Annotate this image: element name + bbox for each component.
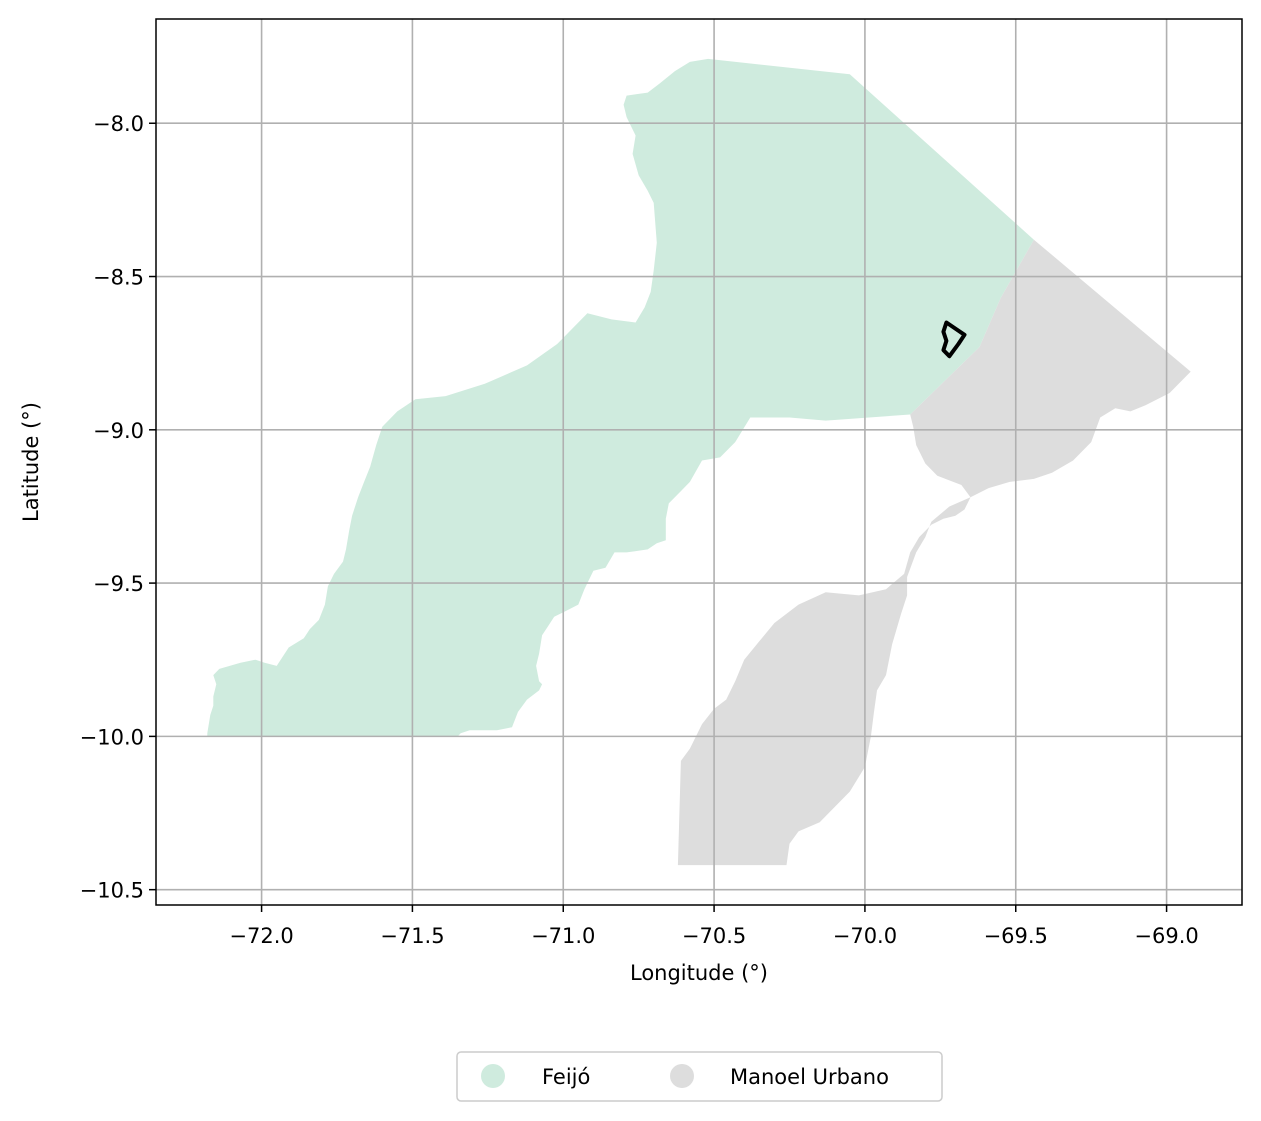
legend-label-manoel-urbano: Manoel Urbano	[730, 1065, 889, 1089]
regions-layer	[207, 58, 1191, 866]
x-tick-label: −71.5	[380, 924, 444, 948]
y-tick-label: −9.0	[93, 419, 144, 443]
y-tick-label: −9.5	[93, 572, 144, 596]
x-tick-label: −69.5	[984, 924, 1048, 948]
region-feijo	[207, 58, 1034, 737]
legend-marker-manoel-urbano	[670, 1064, 694, 1088]
x-axis-ticks: −72.0 −71.5 −71.0 −70.5 −70.0 −69.5 −69.0	[229, 905, 1199, 948]
y-axis-title: Latitude (°)	[19, 402, 43, 522]
y-tick-label: −10.5	[80, 879, 144, 903]
y-tick-label: −10.0	[80, 725, 144, 749]
y-axis-ticks: −8.0 −8.5 −9.0 −9.5 −10.0 −10.5	[80, 112, 156, 903]
y-tick-label: −8.5	[93, 266, 144, 290]
x-tick-label: −70.5	[682, 924, 746, 948]
legend-marker-feijo	[481, 1064, 505, 1088]
legend-box	[456, 1051, 943, 1102]
region-manoel-urbano	[677, 239, 1191, 866]
grid-layer	[156, 19, 1242, 905]
plot-frame	[155, 18, 1243, 906]
legend-label-feijo: Feijó	[542, 1065, 590, 1089]
x-axis-title: Longitude (°)	[630, 961, 768, 985]
legend: Feijó Manoel Urbano	[456, 1051, 943, 1102]
highlight-outline-layer	[941, 320, 967, 359]
x-tick-label: −72.0	[229, 924, 293, 948]
x-tick-label: −70.0	[833, 924, 897, 948]
x-tick-label: −69.0	[1134, 924, 1198, 948]
y-tick-label: −8.0	[93, 112, 144, 136]
x-tick-label: −71.0	[531, 924, 595, 948]
highlighted-area-outline	[941, 320, 967, 359]
